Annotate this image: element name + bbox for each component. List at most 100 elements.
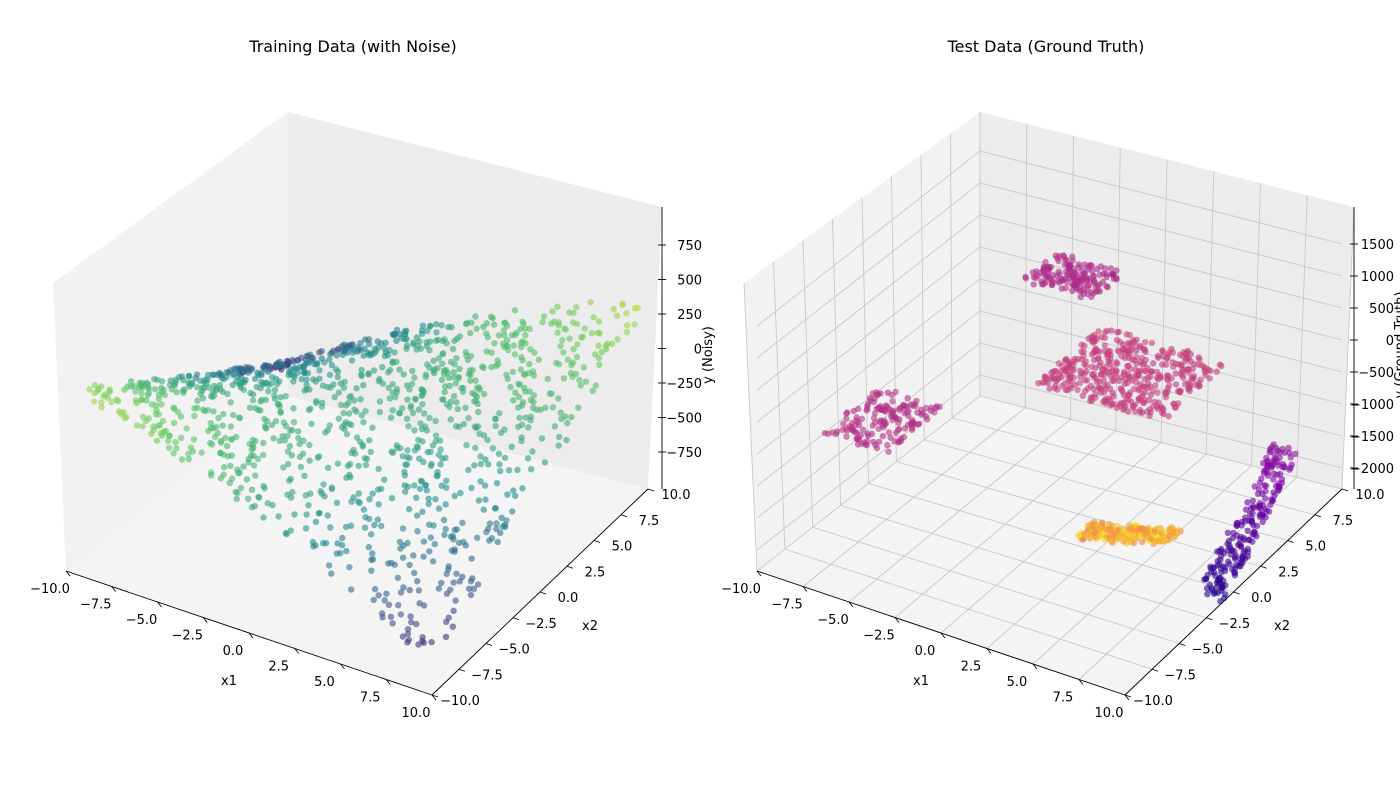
data-point bbox=[853, 414, 860, 421]
data-point bbox=[1144, 384, 1152, 392]
data-point bbox=[1097, 371, 1105, 378]
data-point bbox=[319, 540, 327, 547]
data-point bbox=[1030, 281, 1037, 288]
data-point bbox=[434, 472, 441, 479]
data-point bbox=[885, 448, 892, 455]
data-point bbox=[514, 466, 521, 474]
data-point bbox=[366, 496, 373, 503]
data-point bbox=[108, 398, 115, 406]
data-point bbox=[471, 462, 478, 469]
data-point bbox=[365, 336, 373, 343]
data-point bbox=[1165, 413, 1172, 420]
data-point bbox=[1256, 511, 1264, 518]
data-point bbox=[1091, 529, 1099, 536]
data-point bbox=[347, 522, 355, 529]
data-point bbox=[98, 404, 105, 411]
data-point bbox=[554, 329, 561, 336]
data-point bbox=[451, 337, 458, 345]
data-point bbox=[1090, 373, 1098, 381]
data-point bbox=[494, 357, 501, 364]
y-tick-mark bbox=[512, 617, 520, 621]
x-tick-mark bbox=[248, 632, 254, 639]
data-point bbox=[540, 313, 548, 320]
data-point bbox=[133, 399, 140, 407]
data-point bbox=[1215, 576, 1222, 583]
data-point bbox=[471, 423, 479, 430]
data-point bbox=[458, 384, 465, 392]
data-point bbox=[407, 404, 414, 412]
data-point bbox=[102, 391, 109, 398]
data-point bbox=[512, 389, 519, 396]
data-point bbox=[232, 365, 240, 372]
data-point bbox=[466, 585, 473, 592]
data-point bbox=[1100, 366, 1108, 373]
data-point bbox=[413, 346, 420, 353]
data-point bbox=[501, 454, 509, 461]
data-point bbox=[432, 432, 440, 439]
data-point bbox=[401, 482, 408, 489]
data-point bbox=[560, 375, 568, 382]
data-point bbox=[411, 427, 418, 434]
data-point bbox=[486, 520, 494, 527]
data-point bbox=[346, 471, 353, 478]
data-point bbox=[313, 398, 320, 405]
x-tick-label: 5.0 bbox=[1007, 675, 1028, 690]
data-point bbox=[866, 394, 874, 402]
data-point bbox=[535, 356, 542, 363]
data-point bbox=[170, 380, 178, 388]
data-point bbox=[1189, 365, 1197, 372]
data-point bbox=[491, 340, 498, 347]
data-point bbox=[500, 327, 508, 334]
data-point bbox=[414, 578, 421, 585]
data-point bbox=[1071, 381, 1079, 388]
data-point bbox=[334, 346, 342, 353]
data-point bbox=[865, 432, 872, 440]
data-point bbox=[446, 403, 453, 411]
data-point bbox=[343, 431, 351, 438]
y-tick-mark bbox=[1179, 643, 1186, 646]
data-point bbox=[1081, 261, 1088, 268]
data-point bbox=[299, 450, 307, 457]
data-point bbox=[415, 406, 422, 413]
scatter-points bbox=[86, 299, 641, 648]
data-point bbox=[127, 378, 135, 385]
data-point bbox=[1221, 567, 1229, 574]
data-point bbox=[482, 456, 489, 463]
data-point bbox=[355, 490, 362, 497]
data-point bbox=[1234, 520, 1241, 527]
x-tick-mark bbox=[202, 617, 208, 623]
data-point bbox=[1101, 334, 1109, 341]
data-point bbox=[335, 389, 342, 396]
data-point bbox=[518, 402, 526, 409]
data-point bbox=[433, 329, 440, 336]
data-point bbox=[245, 364, 253, 371]
data-point bbox=[1088, 267, 1096, 275]
data-point bbox=[260, 451, 267, 459]
data-point bbox=[442, 383, 449, 390]
data-point bbox=[439, 337, 446, 345]
data-point bbox=[451, 526, 458, 534]
data-point bbox=[408, 380, 416, 388]
data-point bbox=[596, 361, 603, 368]
data-point bbox=[549, 308, 556, 315]
data-point bbox=[1126, 365, 1134, 373]
data-point bbox=[564, 419, 571, 427]
data-point bbox=[582, 378, 590, 385]
data-point bbox=[1103, 526, 1110, 533]
x-tick-mark bbox=[111, 586, 117, 592]
data-point bbox=[1072, 269, 1079, 276]
data-point bbox=[511, 307, 519, 314]
data-point bbox=[463, 352, 470, 359]
data-point bbox=[194, 384, 201, 391]
data-point bbox=[403, 345, 410, 352]
data-point bbox=[477, 453, 484, 460]
data-point bbox=[255, 493, 262, 501]
data-point bbox=[316, 367, 323, 374]
data-point bbox=[291, 511, 298, 518]
data-point bbox=[1232, 552, 1240, 559]
data-point bbox=[1120, 341, 1127, 348]
data-point bbox=[337, 550, 344, 557]
data-point bbox=[876, 418, 883, 425]
data-point bbox=[525, 424, 532, 431]
data-point bbox=[1259, 518, 1266, 526]
